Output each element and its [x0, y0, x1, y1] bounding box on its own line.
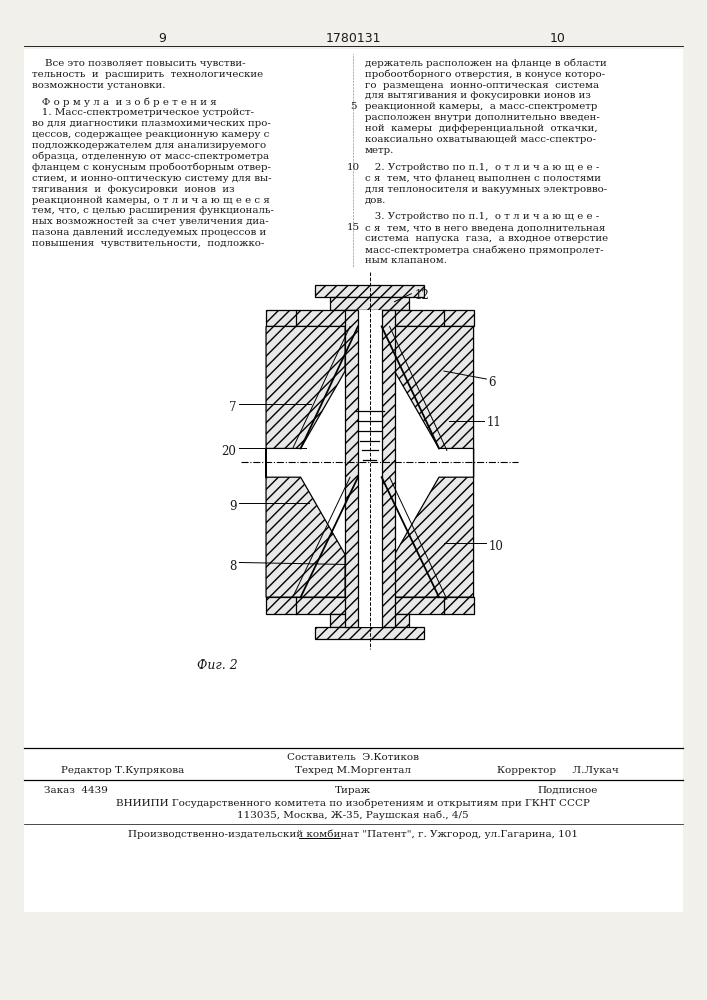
Text: цессов, содержащее реакционную камеру с: цессов, содержащее реакционную камеру с [32, 130, 269, 139]
Text: тельность  и  расширить  технологические: тельность и расширить технологические [32, 70, 263, 79]
Text: пазона давлений исследуемых процессов и: пазона давлений исследуемых процессов и [32, 228, 266, 237]
Text: с я  тем, что в него введена дополнительная: с я тем, что в него введена дополнительн… [365, 223, 605, 232]
Polygon shape [266, 326, 345, 597]
Text: Подписное: Подписное [538, 786, 598, 795]
Text: реакционной камеры,  а масс-спектрометр: реакционной камеры, а масс-спектрометр [365, 102, 597, 111]
Text: возможности установки.: возможности установки. [32, 81, 165, 90]
Text: стием, и ионно-оптическую систему для вы-: стием, и ионно-оптическую систему для вы… [32, 174, 271, 183]
Text: Техред М.Моргентал: Техред М.Моргентал [295, 766, 411, 775]
Text: Тираж: Тираж [335, 786, 371, 795]
Text: 10: 10 [346, 163, 360, 172]
Text: 8: 8 [229, 560, 236, 572]
Text: 1780131: 1780131 [325, 32, 381, 45]
Text: ной  камеры  дифференциальной  откачки,: ной камеры дифференциальной откачки, [365, 124, 597, 133]
Text: масс-спектрометра снабжено прямопролет-: масс-спектрометра снабжено прямопролет- [365, 245, 604, 255]
Bar [315, 627, 424, 639]
Bar [266, 597, 474, 614]
Text: Фиг. 2: Фиг. 2 [197, 659, 238, 672]
Text: реакционной камеры, о т л и ч а ю щ е е с я: реакционной камеры, о т л и ч а ю щ е е … [32, 196, 269, 205]
Text: 3. Устройство по п.1,  о т л и ч а ю щ е е -: 3. Устройство по п.1, о т л и ч а ю щ е … [365, 212, 599, 221]
Text: расположен внутри дополнительно введен-: расположен внутри дополнительно введен- [365, 113, 600, 122]
Text: держатель расположен на фланце в области: держатель расположен на фланце в области [365, 59, 607, 68]
Text: система  напуска  газа,  а входное отверстие: система напуска газа, а входное отверсти… [365, 234, 608, 243]
Text: ВНИИПИ Государственного комитета по изобретениям и открытиям при ГКНТ СССР: ВНИИПИ Государственного комитета по изоб… [116, 798, 590, 808]
Text: 9: 9 [229, 500, 236, 513]
Text: подложкодержателем для анализируемого: подложкодержателем для анализируемого [32, 141, 266, 150]
Text: 10: 10 [489, 540, 503, 553]
Text: Редактор Т.Купрякова: Редактор Т.Купрякова [61, 766, 185, 775]
Text: для вытягивания и фокусировки ионов из: для вытягивания и фокусировки ионов из [365, 91, 591, 100]
Text: Ф о р м у л а  и з о б р е т е н и я: Ф о р м у л а и з о б р е т е н и я [32, 97, 216, 107]
Text: дов.: дов. [365, 196, 386, 205]
Text: 7: 7 [229, 401, 236, 414]
Text: 15: 15 [346, 223, 360, 232]
Bar [358, 310, 382, 627]
Text: 11: 11 [486, 416, 501, 429]
Text: коаксиально охватывающей масс-спектро-: коаксиально охватывающей масс-спектро- [365, 135, 596, 144]
Text: тем, что, с целью расширения функциональ-: тем, что, с целью расширения функциональ… [32, 206, 274, 215]
Text: 6: 6 [489, 376, 496, 389]
Text: ным клапаном.: ным клапаном. [365, 256, 447, 265]
Text: 20: 20 [221, 445, 236, 458]
Bar [103, 272, 636, 743]
Bar [315, 285, 424, 297]
Text: во для диагностики плазмохимических про-: во для диагностики плазмохимических про- [32, 119, 271, 128]
Text: с я  тем, что фланец выполнен с полостями: с я тем, что фланец выполнен с полостями [365, 174, 601, 183]
Text: 113035, Москва, Ж-35, Раушская наб., 4/5: 113035, Москва, Ж-35, Раушская наб., 4/5 [237, 810, 469, 820]
Text: 10: 10 [549, 32, 566, 45]
Text: 5: 5 [350, 102, 356, 111]
Text: пробоотборного отверстия, в конусе которо-: пробоотборного отверстия, в конусе котор… [365, 70, 605, 79]
Text: Все это позволяет повысить чувстви-: Все это позволяет повысить чувстви- [32, 59, 245, 68]
Text: для теплоносителя и вакуумных электровво-: для теплоносителя и вакуумных электровво… [365, 185, 607, 194]
Text: тягивания  и  фокусировки  ионов  из: тягивания и фокусировки ионов из [32, 185, 235, 194]
Bar [266, 310, 474, 326]
Text: 2. Устройство по п.1,  о т л и ч а ю щ е е -: 2. Устройство по п.1, о т л и ч а ю щ е … [365, 163, 600, 172]
Text: Заказ  4439: Заказ 4439 [44, 786, 107, 795]
Text: 1. Масс-спектрометрическое устройст-: 1. Масс-спектрометрическое устройст- [32, 108, 254, 117]
Polygon shape [395, 326, 474, 597]
Bar [24, 49, 683, 912]
Bar [330, 297, 409, 310]
Bar [345, 310, 358, 627]
Text: Составитель  Э.Котиков: Составитель Э.Котиков [287, 753, 419, 762]
Text: Производственно-издательский комбинат "Патент", г. Ужгород, ул.Гагарина, 101: Производственно-издательский комбинат "П… [128, 829, 578, 839]
Text: повышения  чувствительности,  подложко-: повышения чувствительности, подложко- [32, 239, 264, 248]
Bar [330, 614, 409, 627]
Text: фланцем с конусным пробоотборным отвер-: фланцем с конусным пробоотборным отвер- [32, 163, 271, 172]
Text: ных возможностей за счет увеличения диа-: ных возможностей за счет увеличения диа- [32, 217, 269, 226]
Text: 12: 12 [414, 289, 429, 302]
Bar [382, 310, 395, 627]
Text: го  размещена  ионно-оптическая  система: го размещена ионно-оптическая система [365, 81, 599, 90]
Text: образца, отделенную от масс-спектрометра: образца, отделенную от масс-спектрометра [32, 152, 269, 161]
Text: Корректор     Л.Лукач: Корректор Л.Лукач [497, 766, 619, 775]
Text: метр.: метр. [365, 146, 395, 155]
Text: 9: 9 [158, 32, 166, 45]
